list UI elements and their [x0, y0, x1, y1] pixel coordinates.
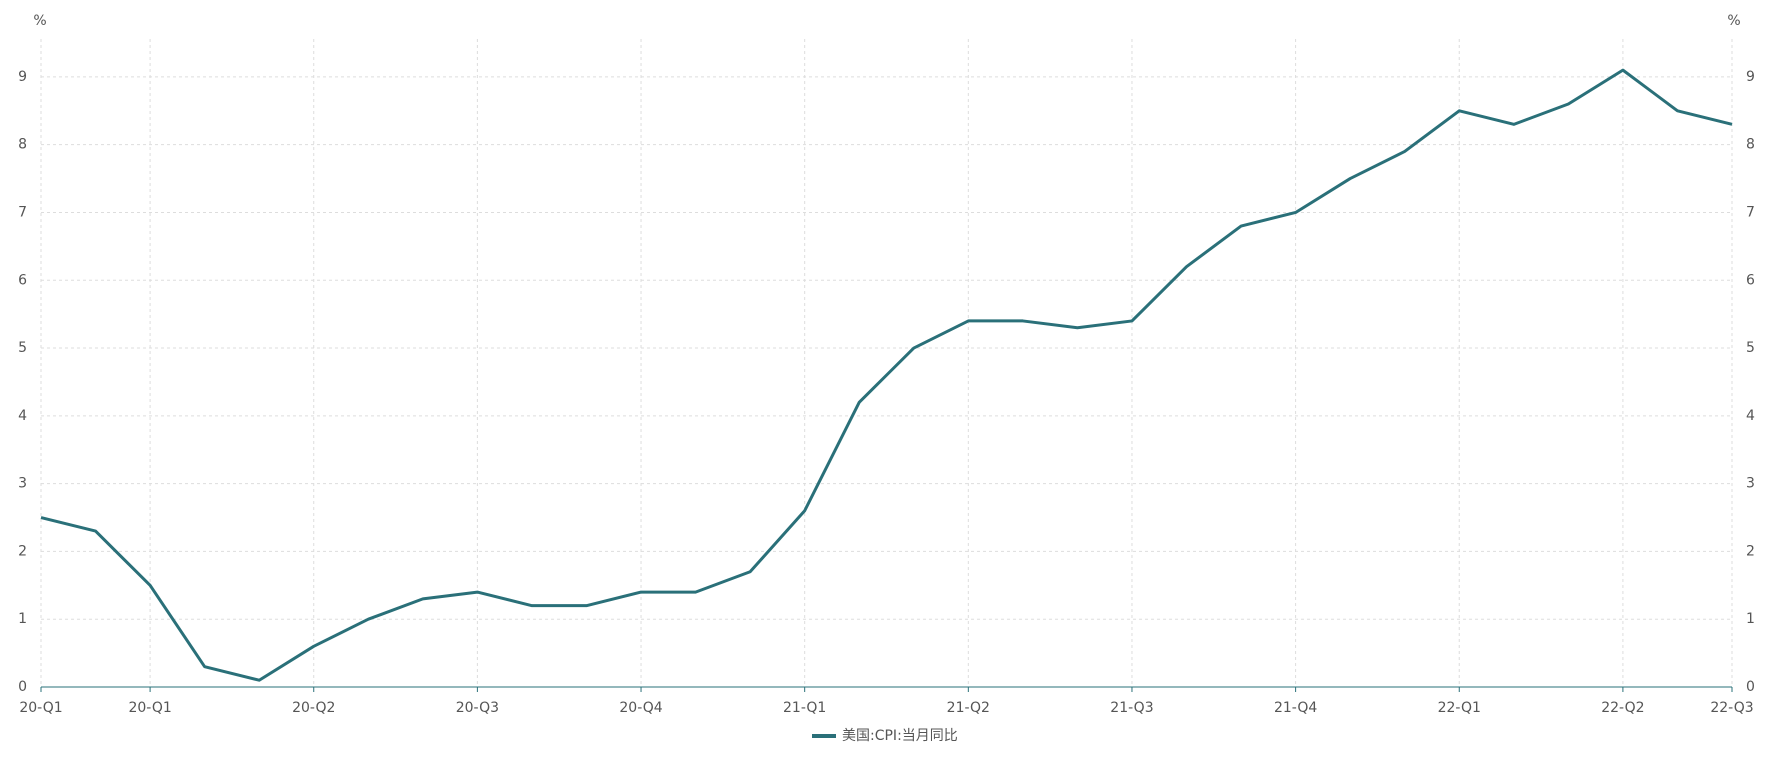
- y-tick-label: 4: [18, 408, 27, 424]
- x-tick-label: 22-Q2: [1601, 700, 1644, 716]
- x-tick-label: 22-Q3: [1710, 700, 1753, 716]
- y2-tick-label: 4: [1746, 408, 1755, 424]
- y-tick-label: 5: [18, 340, 27, 356]
- y2-tick-label: 2: [1746, 543, 1755, 559]
- y2-tick-label: 3: [1746, 476, 1755, 492]
- x-tick-label: 21-Q1: [783, 700, 826, 716]
- y-tick-label: 1: [18, 611, 27, 627]
- x-tick-label: 21-Q2: [947, 700, 990, 716]
- y-tick-label: 3: [18, 476, 27, 492]
- y2-tick-label: 6: [1746, 272, 1755, 288]
- y-tick-label: 2: [18, 543, 27, 559]
- y-tick-label: 8: [18, 137, 27, 153]
- x-tick-label: 20-Q4: [619, 700, 662, 716]
- y-tick-label: 0: [18, 679, 27, 695]
- series-line: [40, 68, 1733, 682]
- y2-unit: %: [1727, 13, 1740, 29]
- y-unit: %: [33, 13, 46, 29]
- y2-tick-label: 7: [1746, 204, 1755, 220]
- x-tick-label: 20-Q3: [456, 700, 499, 716]
- x-tick-label: 21-Q4: [1274, 700, 1317, 716]
- x-tick-label: 21-Q3: [1110, 700, 1153, 716]
- y-tick-label: 6: [18, 272, 27, 288]
- x-tick-label: 20-Q2: [292, 700, 335, 716]
- y2-tick-label: 1: [1746, 611, 1755, 627]
- y2-tick-label: 5: [1746, 340, 1755, 356]
- y2-tick-label: 8: [1746, 137, 1755, 153]
- x-tick-label: 20-Q1: [128, 700, 171, 716]
- y2-tick-label: 0: [1746, 679, 1755, 695]
- y-tick-label: 9: [18, 69, 27, 85]
- x-tick-label: 20-Q1: [19, 700, 62, 716]
- y2-tick-label: 9: [1746, 69, 1755, 85]
- y-tick-label: 7: [18, 204, 27, 220]
- x-tick-label: 22-Q1: [1438, 700, 1481, 716]
- legend-label: 美国:CPI:当月同比: [842, 728, 958, 744]
